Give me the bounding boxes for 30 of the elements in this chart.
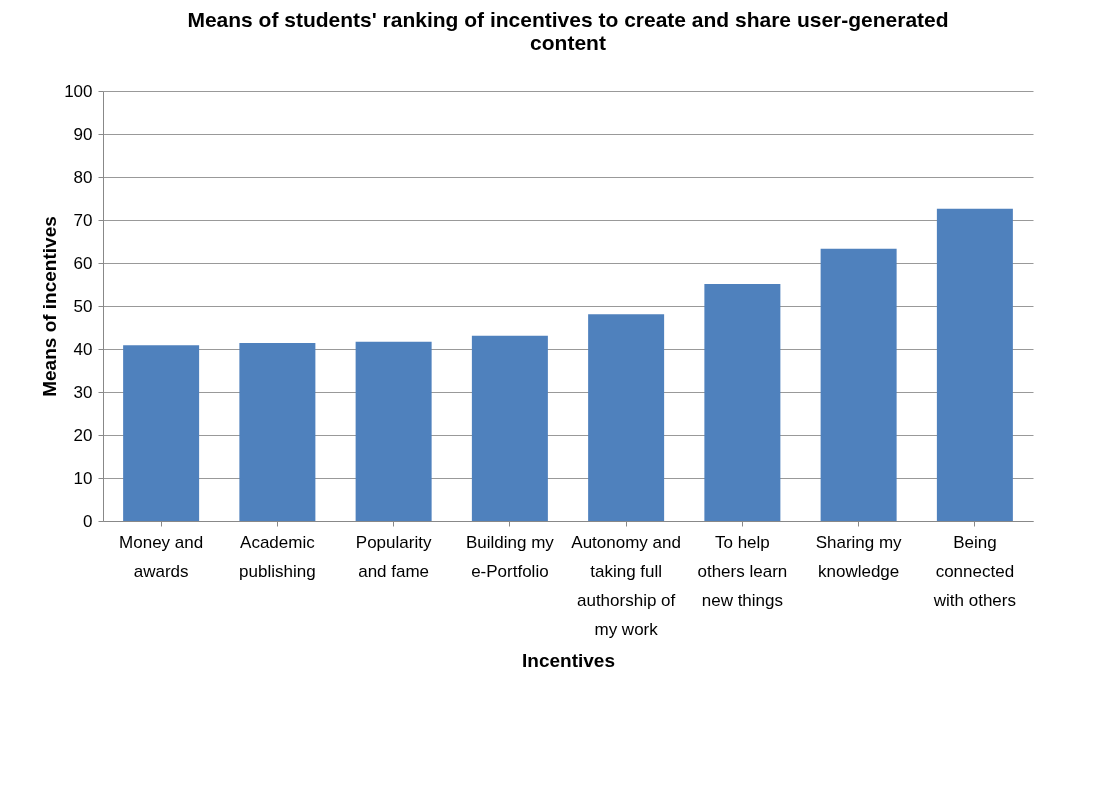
y-tick-label: 100 bbox=[64, 81, 93, 101]
bar bbox=[471, 335, 548, 521]
x-tick-label: Autonomy and taking full authorship of my work bbox=[571, 532, 681, 639]
bar bbox=[355, 341, 432, 521]
y-tick-label: 20 bbox=[73, 425, 93, 445]
chart-title: Means of students' ranking of incentives to create and share user-generated content bbox=[187, 8, 949, 54]
bar bbox=[123, 345, 200, 521]
y-tick-label: 80 bbox=[73, 167, 93, 187]
y-tick-label: 60 bbox=[73, 253, 93, 273]
y-axis-title: Means of incentives bbox=[39, 216, 61, 397]
y-tick-label: 50 bbox=[73, 296, 93, 316]
x-tick-label: Being connected with others bbox=[932, 532, 1016, 610]
bar bbox=[704, 284, 781, 521]
y-tick-label: 40 bbox=[73, 339, 93, 359]
x-tick-label: To help others learn new things bbox=[697, 532, 788, 610]
y-tick-label: 30 bbox=[73, 382, 93, 402]
x-tick-label: Money and awards bbox=[119, 532, 204, 581]
x-axis-title: Incentives bbox=[522, 649, 615, 671]
x-tick-label: Sharing my knowledge bbox=[815, 532, 903, 581]
bar bbox=[239, 342, 316, 521]
x-tick-label: Building my e-Portfolio bbox=[465, 532, 555, 581]
bar bbox=[820, 248, 897, 521]
y-tick-label: 10 bbox=[73, 468, 93, 488]
y-tick-label: 0 bbox=[83, 511, 93, 531]
x-tick-label: Popularity and fame bbox=[355, 532, 432, 581]
bar bbox=[936, 208, 1013, 521]
y-tick-label: 70 bbox=[73, 210, 93, 230]
y-tick-label: 90 bbox=[73, 124, 93, 144]
bar bbox=[588, 314, 665, 521]
x-tick-label: Academic publishing bbox=[239, 532, 316, 581]
